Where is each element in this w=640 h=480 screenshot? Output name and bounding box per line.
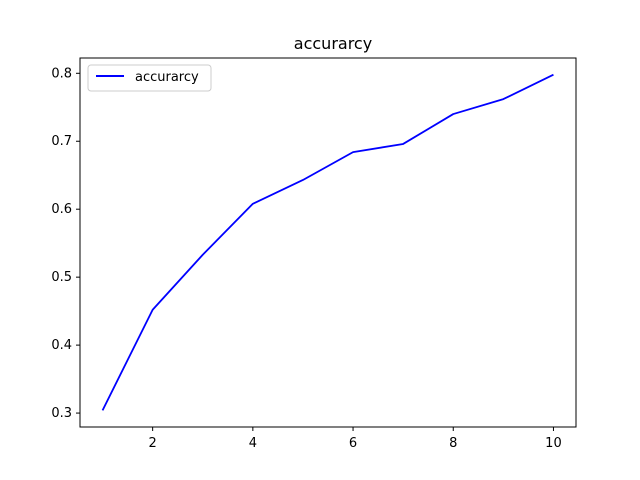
y-tick-label: 0.4	[51, 338, 72, 353]
x-tick-label: 6	[349, 436, 357, 451]
legend-box	[87, 64, 212, 92]
series-line-0	[101, 73, 554, 411]
x-tick-label: 10	[545, 436, 562, 451]
legend: accurarcy	[87, 64, 212, 92]
y-tick-label: 0.5	[51, 270, 72, 285]
legend-label: accurarcy	[135, 70, 199, 85]
y-axis: 0.3 0.4 0.5 0.6 0.7 0.8	[51, 66, 80, 421]
y-tick-label: 0.8	[51, 66, 72, 81]
series-layer	[101, 73, 554, 411]
plot-area-frame	[79, 57, 577, 428]
y-tick-label: 0.6	[51, 202, 72, 217]
y-tick-label: 0.3	[51, 406, 72, 421]
chart-title: accurarcy	[294, 34, 372, 53]
x-tick-label: 4	[249, 436, 257, 451]
x-axis: 2 4 6 8 10	[149, 427, 562, 451]
x-tick-label: 8	[449, 436, 457, 451]
y-tick-label: 0.7	[51, 134, 72, 149]
x-tick-label: 2	[149, 436, 157, 451]
